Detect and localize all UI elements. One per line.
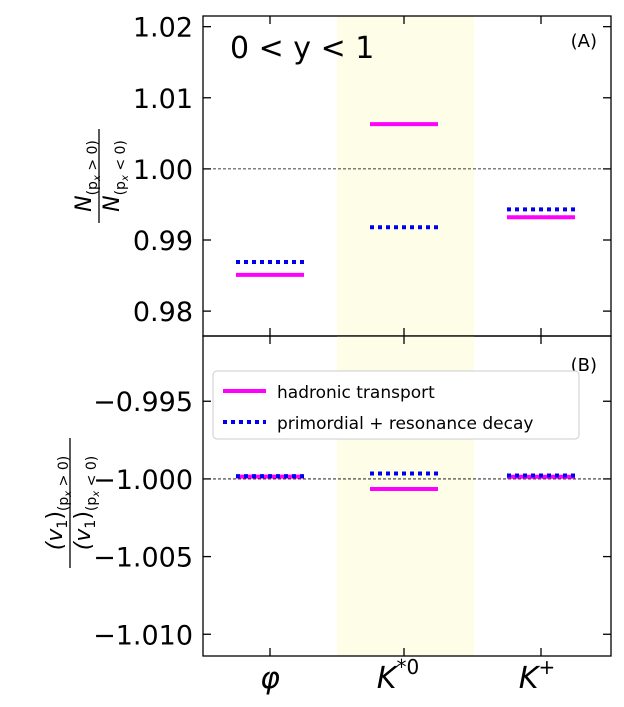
panel-b: −1.010 −1.005 −1.000 −0.995 (B) hadronic tr… xyxy=(43,335,612,657)
y-tick-label-b-1: −1.005 xyxy=(93,543,193,574)
plot-frame-b xyxy=(202,335,612,657)
y-tick-label-a-1: 0.99 xyxy=(133,226,193,257)
y-tick-label-b-2: −1.000 xyxy=(93,465,193,496)
legend-label-hadronic: hadronic transport xyxy=(277,383,435,403)
y-tick-label-a-3: 1.01 xyxy=(133,84,193,115)
y-ticks-b: −1.010 −1.005 −1.000 −0.995 xyxy=(93,336,611,656)
y-tick-label-a-0: 0.98 xyxy=(133,297,193,328)
panel-label-b: (B) xyxy=(571,355,597,376)
y-label-a-denominator: N(px < 0) xyxy=(100,140,131,212)
legend: hadronic transport primordial + resonanc… xyxy=(212,370,580,440)
data-marks-b xyxy=(236,471,575,492)
legend-label-primordial: primordial + resonance decay xyxy=(277,414,533,434)
y-axis-label-a: N(px > 0) N(px < 0) xyxy=(72,129,131,223)
y-tick-label-b-3: −0.995 xyxy=(93,387,193,418)
x-tick-label-kstar0: K*0 xyxy=(377,655,419,696)
y-tick-label-a-4: 1.02 xyxy=(133,13,193,44)
panel-label-a: (A) xyxy=(571,31,597,52)
legend-box xyxy=(212,370,580,440)
y-label-a-numerator: N(px > 0) xyxy=(72,140,103,212)
data-marks-a xyxy=(236,122,575,277)
y-label-b-denominator: (v1)(px < 0) xyxy=(71,456,102,550)
y-tick-label-b-0: −1.010 xyxy=(93,620,193,651)
x-axis: φ K*0 K+ xyxy=(260,655,555,696)
panel-a: 0.98 0.99 1.00 1.01 1.02 0 < y < 1 (A) N(px … xyxy=(72,13,612,337)
y-axis-label-b: (v1)(px > 0) (v1)(px < 0) xyxy=(43,438,102,568)
k-star-highlight-band-a xyxy=(337,16,474,336)
annotation-rapidity: 0 < y < 1 xyxy=(230,31,374,66)
x-tick-label-kplus: K+ xyxy=(519,655,555,696)
y-tick-label-a-2: 1.00 xyxy=(133,155,193,186)
x-tick-label-phi: φ xyxy=(260,661,280,696)
y-ticks-a: 0.98 0.99 1.00 1.01 1.02 xyxy=(133,13,611,336)
y-label-b-numerator: (v1)(px > 0) xyxy=(43,456,74,550)
